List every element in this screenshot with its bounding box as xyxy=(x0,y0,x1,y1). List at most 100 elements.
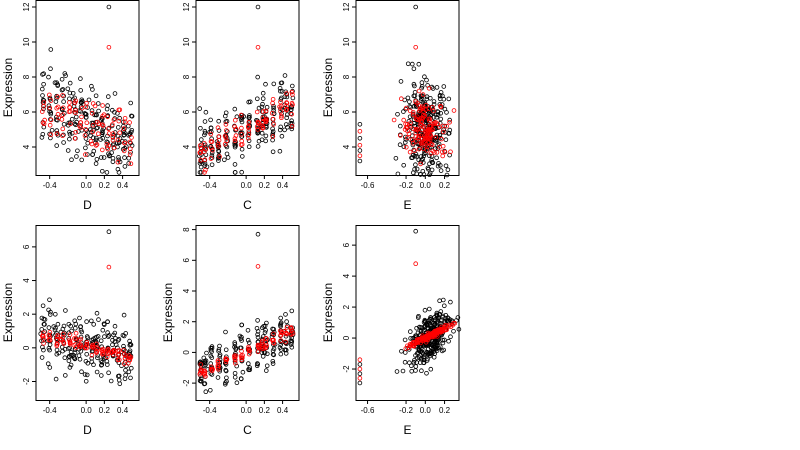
x-tick-label: 0.0 xyxy=(420,406,432,415)
panel-6: -0.6 -0.2 0.0 0.2 -2 0 2 4 6 E Expression xyxy=(321,225,462,437)
observed-point xyxy=(62,71,68,76)
observed-point xyxy=(234,380,240,386)
observed-point xyxy=(121,124,126,129)
fitted-point xyxy=(88,138,94,144)
fitted-point xyxy=(78,120,84,125)
fitted-point xyxy=(407,149,413,155)
observed-point xyxy=(289,126,295,132)
fitted-point xyxy=(55,111,61,117)
observed-point xyxy=(202,119,208,124)
observed-point xyxy=(59,87,65,93)
observed-point xyxy=(39,135,45,140)
y-axis-title: Expression xyxy=(161,283,175,342)
observed-point xyxy=(434,85,440,90)
observed-point xyxy=(414,360,419,365)
fitted-point xyxy=(428,141,434,147)
observed-point xyxy=(420,156,426,162)
observed-point xyxy=(431,354,437,360)
x-axis-title: C xyxy=(243,198,252,212)
observed-point xyxy=(407,114,413,120)
observed-point xyxy=(263,81,268,87)
fitted-point xyxy=(421,114,427,119)
observed-point xyxy=(434,310,440,316)
observed-point xyxy=(414,351,420,356)
fitted-point xyxy=(270,134,276,139)
fitted-point xyxy=(423,107,429,112)
observed-point xyxy=(66,358,72,364)
fitted-point xyxy=(72,136,78,141)
observed-point xyxy=(416,355,422,360)
fitted-point xyxy=(232,138,238,144)
panel-1: -0.4 0.0 0.2 0.4 4 6 8 10 12 D Expression xyxy=(1,0,140,212)
observed-point xyxy=(424,370,429,376)
fitted-point xyxy=(67,100,72,105)
observed-point xyxy=(246,115,252,120)
fitted-point xyxy=(404,122,410,127)
fitted-point xyxy=(239,125,244,131)
outlier-point xyxy=(255,231,261,237)
observed-point xyxy=(67,80,73,86)
observed-point xyxy=(288,338,294,343)
fitted-point xyxy=(100,123,106,128)
observed-point xyxy=(68,362,74,368)
x-axis-title: D xyxy=(83,423,92,437)
edge-point xyxy=(357,158,363,164)
fitted-point xyxy=(46,332,52,338)
observed-point xyxy=(89,108,95,113)
fitted-point xyxy=(233,133,239,138)
observed-point xyxy=(422,74,427,79)
outlier-point xyxy=(106,264,112,270)
observed-point xyxy=(402,350,408,355)
observed-point xyxy=(245,327,251,333)
observed-point xyxy=(447,127,453,133)
observed-point xyxy=(270,149,276,155)
fitted-point xyxy=(451,108,457,113)
observed-point xyxy=(208,387,213,393)
observed-point xyxy=(209,155,215,161)
observed-point xyxy=(419,80,425,85)
observed-point xyxy=(263,133,269,139)
x-tick-label: 0.0 xyxy=(241,406,253,415)
observed-point xyxy=(79,157,84,163)
fitted-point xyxy=(110,134,116,140)
observed-point xyxy=(414,166,420,172)
fitted-point xyxy=(440,143,446,149)
x-tick-label: 0.4 xyxy=(117,406,129,415)
observed-point xyxy=(46,325,52,330)
observed-point xyxy=(440,297,446,303)
observed-point xyxy=(100,169,105,174)
observed-point xyxy=(79,329,85,335)
fitted-point xyxy=(434,150,440,155)
observed-point xyxy=(127,338,132,344)
observed-point xyxy=(104,170,110,175)
observed-point xyxy=(78,348,84,354)
observed-point xyxy=(232,374,238,380)
fitted-point xyxy=(78,344,83,350)
fitted-point xyxy=(209,145,214,151)
observed-point xyxy=(264,351,270,357)
observed-point xyxy=(121,128,126,133)
observed-point xyxy=(411,81,417,87)
observed-point xyxy=(441,303,447,309)
observed-point xyxy=(126,161,131,166)
observed-point xyxy=(223,367,229,373)
observed-point xyxy=(277,148,283,154)
observed-point xyxy=(46,307,51,313)
observed-point xyxy=(438,111,444,116)
observed-point xyxy=(263,368,269,373)
observed-point xyxy=(55,321,61,327)
observed-point xyxy=(405,61,411,67)
observed-point xyxy=(270,326,275,332)
observed-point xyxy=(284,319,289,324)
fitted-point xyxy=(232,354,237,360)
observed-point xyxy=(108,378,114,384)
observed-point xyxy=(42,329,47,334)
fitted-point xyxy=(58,336,64,342)
fitted-point xyxy=(439,324,444,330)
observed-point xyxy=(60,326,66,332)
observed-point xyxy=(419,96,424,101)
observed-point xyxy=(52,311,58,317)
observed-point xyxy=(90,152,95,157)
fitted-point xyxy=(202,170,207,175)
observed-point xyxy=(48,47,54,52)
